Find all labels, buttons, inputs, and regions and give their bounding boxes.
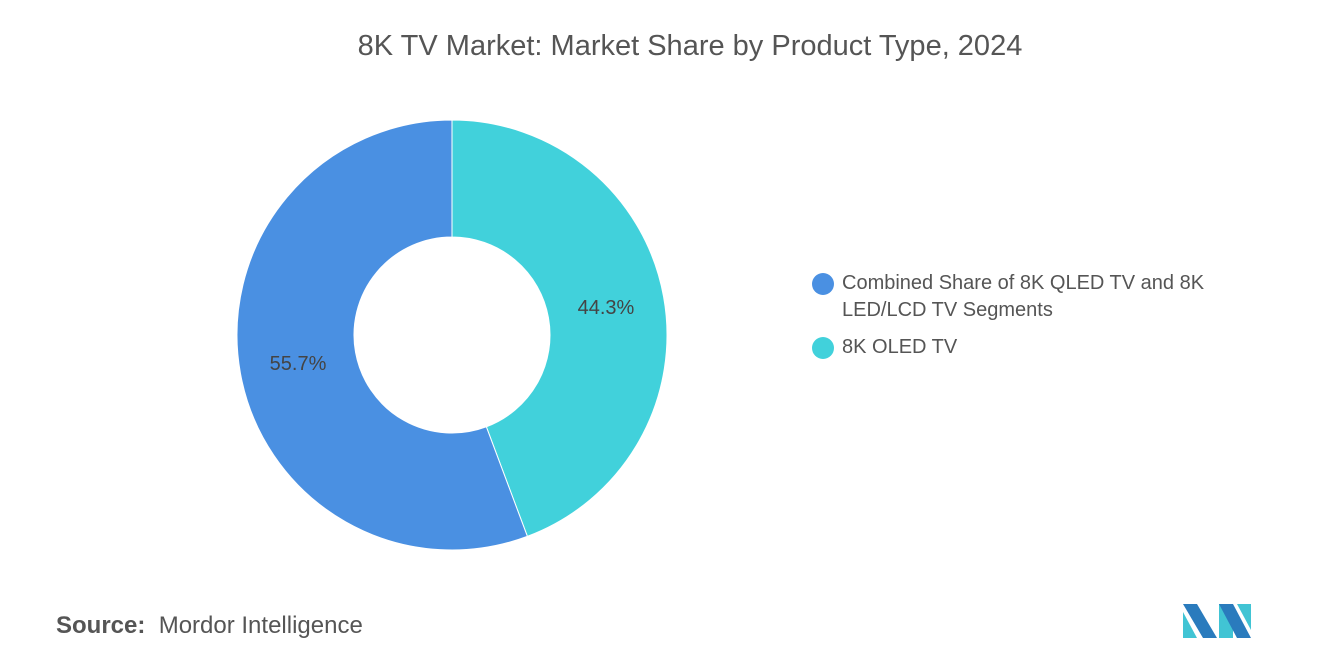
slice-label: 55.7% xyxy=(270,353,327,375)
source-note: Source: Mordor Intelligence xyxy=(56,612,363,640)
legend-swatch xyxy=(812,337,834,359)
mordor-logo-icon xyxy=(1183,604,1251,638)
legend-item-combined: Combined Share of 8K QLED TV and 8K LED/… xyxy=(812,270,1252,324)
slice-0 xyxy=(236,119,529,551)
source-label: Source: xyxy=(56,612,146,639)
legend-label: 8K OLED TV xyxy=(842,336,958,358)
chart-title: 8K TV Market: Market Share by Product Ty… xyxy=(357,30,1023,62)
legend-item-oled: 8K OLED TV xyxy=(812,334,1252,361)
legend-swatch xyxy=(812,273,834,295)
legend: Combined Share of 8K QLED TV and 8K LED/… xyxy=(812,270,1252,371)
slice-label: 44.3% xyxy=(578,297,635,319)
source-value: Mordor Intelligence xyxy=(158,612,363,639)
slice-1 xyxy=(451,119,668,538)
legend-label: Combined Share of 8K QLED TV and 8K LED/… xyxy=(842,272,1205,321)
